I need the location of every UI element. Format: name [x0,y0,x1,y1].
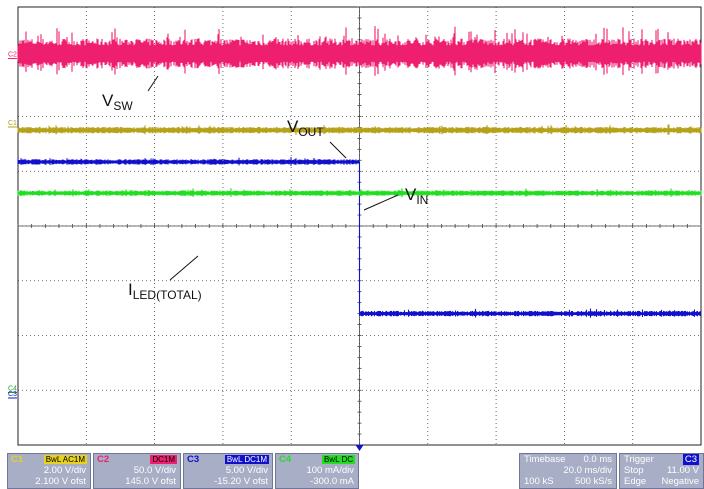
channel-marker-c2: C2 [8,52,17,59]
timebase-rate: 500 kS/s [575,476,612,487]
trace-i-led-total- [17,188,702,198]
channel-marker-c4: C4 [8,386,17,393]
trigger-level: 11.00 V [666,465,699,476]
label-leader-vin [363,194,399,211]
label-vout: VOUT [287,117,324,139]
trigger-type: Edge [624,476,647,487]
trigger-position-icon [355,445,364,451]
trace-labels: VSW VOUT VIN ILED(TOTAL) [102,75,428,302]
timebase-samples: 100 kS [524,476,554,487]
label-vin: VIN [405,185,428,207]
label-leader-vout [329,141,347,159]
label-leader-iled [169,255,199,281]
channel-offset: 145.0 V ofst [125,476,176,487]
channel-coupling: BwL DC1M [224,455,269,464]
trace-v-out [17,124,702,135]
trace-v-in [17,157,702,318]
channel-id: C3 [187,454,200,465]
channel-offset: -300.0 mA [310,476,354,487]
trigger-mode: Stop [624,465,644,476]
channel-id: C2 [97,454,110,465]
channel-id: C1 [11,454,24,465]
channel-offset: -15.20 V ofst [214,476,268,487]
channel-panel-c1[interactable]: C1 BwL AC1M 2.00 V/div 2.100 V ofst [7,453,91,489]
channel-offset: 2.100 V ofst [35,476,86,487]
channel-coupling: BwL DC [321,455,355,464]
timebase-panel[interactable]: Timebase 0.0 ms 20.0 ms/div 100 kS 500 kS/… [519,453,617,489]
channel-scale: 50.0 V/div [133,465,176,476]
trigger-label: Trigger [624,454,654,465]
trigger-channel: C3 [682,454,699,465]
channel-id: C4 [279,454,292,465]
channel-scale: 2.00 V/div [43,465,86,476]
trigger-slope: Negative [661,476,700,487]
status-bar: C1 BwL AC1M 2.00 V/div 2.100 V ofst C2 D… [0,451,704,489]
label-vsw: VSW [102,91,133,113]
label-iled: ILED(TOTAL) [128,280,202,302]
channel-panel-c4[interactable]: C4 BwL DC 100 mA/div -300.0 mA [275,453,359,489]
trace-core-v-sw [18,45,701,62]
timebase-label: Timebase [524,454,566,465]
channel-marker-c3: C3 [8,391,17,398]
channel-coupling: DC1M [150,455,177,464]
timebase-delay: 0.0 ms [583,454,612,465]
trigger-panel[interactable]: Trigger C3 Stop 11.00 V Edge Negative [619,453,704,489]
channel-coupling: BwL AC1M [43,455,87,464]
timebase-per-div: 20.0 ms/div [563,465,612,476]
traces [17,26,702,318]
channel-scale: 5.00 V/div [225,465,268,476]
channel-panel-c2[interactable]: C2 DC1M 50.0 V/div 145.0 V ofst [93,453,181,489]
label-leader-vsw [147,75,159,92]
channel-scale: 100 mA/div [306,465,354,476]
channel-panel-c3[interactable]: C3 BwL DC1M 5.00 V/div -15.20 V ofst [183,453,273,489]
channel-marker-c1: C1 [8,120,17,127]
